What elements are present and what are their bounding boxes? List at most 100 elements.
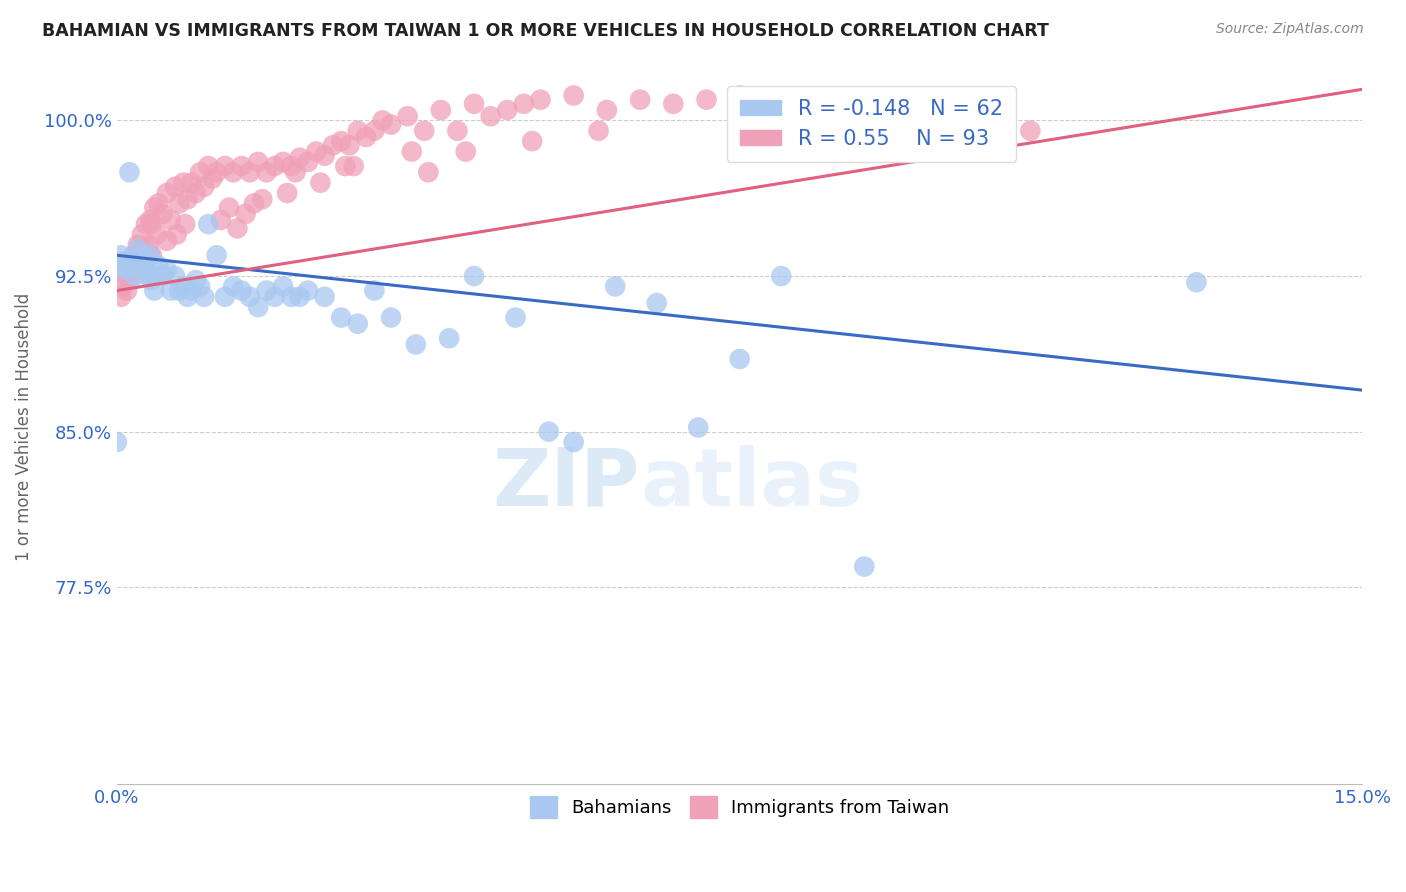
Point xyxy=(146,227,169,242)
Point xyxy=(401,145,423,159)
Point xyxy=(222,279,245,293)
Point xyxy=(156,234,179,248)
Point xyxy=(363,284,385,298)
Point xyxy=(172,176,194,190)
Point xyxy=(167,196,190,211)
Point xyxy=(688,420,710,434)
Point xyxy=(728,352,751,367)
Point xyxy=(114,262,136,277)
Point xyxy=(696,93,718,107)
Point xyxy=(176,290,198,304)
Point xyxy=(188,165,211,179)
Point xyxy=(288,151,311,165)
Point xyxy=(148,196,170,211)
Point xyxy=(122,252,145,267)
Point xyxy=(184,273,207,287)
Point xyxy=(380,310,402,325)
Point xyxy=(231,159,253,173)
Point xyxy=(297,284,319,298)
Point xyxy=(343,159,366,173)
Point xyxy=(121,268,143,283)
Point xyxy=(129,254,152,268)
Point xyxy=(214,159,236,173)
Point xyxy=(131,227,153,242)
Point xyxy=(156,262,179,277)
Point xyxy=(645,296,668,310)
Point xyxy=(339,138,361,153)
Point xyxy=(628,93,651,107)
Point xyxy=(226,221,249,235)
Point xyxy=(446,124,468,138)
Point xyxy=(728,88,751,103)
Point xyxy=(305,145,328,159)
Text: atlas: atlas xyxy=(640,445,863,523)
Point xyxy=(247,155,270,169)
Point xyxy=(135,217,157,231)
Point xyxy=(537,425,560,439)
Point xyxy=(354,130,377,145)
Point xyxy=(853,559,876,574)
Text: Source: ZipAtlas.com: Source: ZipAtlas.com xyxy=(1216,22,1364,37)
Point xyxy=(115,259,138,273)
Point xyxy=(165,179,187,194)
Point xyxy=(148,259,170,273)
Point xyxy=(201,171,224,186)
Point xyxy=(605,279,627,293)
Y-axis label: 1 or more Vehicles in Household: 1 or more Vehicles in Household xyxy=(15,293,32,560)
Point xyxy=(276,186,298,200)
Point xyxy=(479,109,502,123)
Point xyxy=(135,259,157,273)
Point xyxy=(322,138,344,153)
Point xyxy=(662,96,685,111)
Point xyxy=(562,88,585,103)
Point xyxy=(239,290,262,304)
Point xyxy=(180,176,202,190)
Point xyxy=(513,96,536,111)
Point xyxy=(280,290,302,304)
Point xyxy=(174,217,197,231)
Point xyxy=(562,435,585,450)
Point xyxy=(160,284,183,298)
Point xyxy=(371,113,394,128)
Point xyxy=(138,238,160,252)
Point xyxy=(588,124,610,138)
Point xyxy=(252,192,274,206)
Point xyxy=(118,165,141,179)
Point xyxy=(770,268,793,283)
Point xyxy=(247,300,270,314)
Point xyxy=(110,290,132,304)
Point xyxy=(231,284,253,298)
Point xyxy=(209,213,232,227)
Point xyxy=(176,192,198,206)
Point xyxy=(124,262,146,277)
Point xyxy=(131,248,153,262)
Point xyxy=(463,268,485,283)
Point xyxy=(132,242,155,256)
Point xyxy=(413,124,436,138)
Point xyxy=(132,262,155,277)
Point xyxy=(346,124,368,138)
Point xyxy=(112,279,135,293)
Point xyxy=(122,248,145,262)
Point xyxy=(596,103,619,117)
Point xyxy=(152,268,174,283)
Point xyxy=(437,331,460,345)
Point xyxy=(454,145,477,159)
Point xyxy=(141,273,163,287)
Point xyxy=(143,201,166,215)
Legend: Bahamians, Immigrants from Taiwan: Bahamians, Immigrants from Taiwan xyxy=(523,789,956,825)
Point xyxy=(505,310,527,325)
Point xyxy=(193,290,215,304)
Point xyxy=(314,149,336,163)
Point xyxy=(138,268,160,283)
Point xyxy=(165,268,187,283)
Point xyxy=(146,268,169,283)
Point xyxy=(118,259,141,273)
Text: BAHAMIAN VS IMMIGRANTS FROM TAIWAN 1 OR MORE VEHICLES IN HOUSEHOLD CORRELATION C: BAHAMIAN VS IMMIGRANTS FROM TAIWAN 1 OR … xyxy=(42,22,1049,40)
Point xyxy=(160,213,183,227)
Point xyxy=(205,165,228,179)
Point xyxy=(110,248,132,262)
Point xyxy=(254,284,277,298)
Point xyxy=(346,317,368,331)
Point xyxy=(197,217,219,231)
